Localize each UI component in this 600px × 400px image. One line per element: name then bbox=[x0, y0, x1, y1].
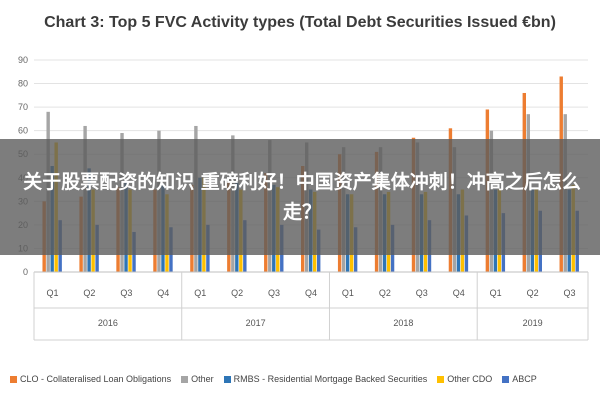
category-label: Q4 bbox=[453, 288, 465, 298]
y-tick-label: 70 bbox=[18, 102, 28, 112]
year-label: 2017 bbox=[246, 318, 266, 328]
legend-item: ABCP bbox=[502, 374, 537, 384]
legend-label: Other CDO bbox=[447, 374, 493, 384]
category-label: Q3 bbox=[416, 288, 428, 298]
category-label: Q3 bbox=[268, 288, 280, 298]
category-label: Q1 bbox=[490, 288, 502, 298]
legend-swatch bbox=[502, 376, 510, 384]
category-label: Q1 bbox=[342, 288, 354, 298]
legend-item: Other CDO bbox=[437, 374, 492, 384]
y-tick-label: 0 bbox=[23, 267, 28, 277]
legend-swatch bbox=[181, 376, 189, 384]
category-label: Q4 bbox=[305, 288, 317, 298]
y-tick-label: 60 bbox=[18, 126, 28, 136]
legend-swatch bbox=[437, 376, 445, 384]
category-label: Q3 bbox=[564, 288, 576, 298]
category-label: Q2 bbox=[379, 288, 391, 298]
category-label: Q2 bbox=[527, 288, 539, 298]
chart-legend: CLO - Collateralised Loan Obligations Oth… bbox=[10, 374, 600, 394]
category-label: Q2 bbox=[83, 288, 95, 298]
y-tick-label: 90 bbox=[18, 55, 28, 65]
legend-label: RMBS - Residential Mortgage Backed Secur… bbox=[233, 374, 428, 384]
legend-item: RMBS - Residential Mortgage Backed Secur… bbox=[223, 374, 428, 384]
category-label: Q1 bbox=[46, 288, 58, 298]
overlay-banner-text: 关于股票配资的知识 重磅利好！中国资产集体冲刺！冲高之后怎么走？ bbox=[23, 171, 581, 223]
chart-title: Chart 3: Top 5 FVC Activity types (Total… bbox=[44, 14, 556, 31]
year-label: 2019 bbox=[523, 318, 543, 328]
category-label: Q3 bbox=[120, 288, 132, 298]
category-label: Q1 bbox=[194, 288, 206, 298]
legend-label: ABCP bbox=[512, 374, 537, 384]
legend-label: CLO - Collateralised Loan Obligations bbox=[20, 374, 172, 384]
overlay-banner bbox=[0, 139, 600, 255]
year-label: 2016 bbox=[98, 318, 118, 328]
legend-label: Other bbox=[191, 374, 214, 384]
legend-item: Other bbox=[181, 374, 214, 384]
category-label: Q2 bbox=[231, 288, 243, 298]
legend-item: CLO - Collateralised Loan Obligations bbox=[10, 374, 171, 384]
category-label: Q4 bbox=[157, 288, 169, 298]
legend-swatch bbox=[223, 376, 231, 384]
y-tick-label: 80 bbox=[18, 79, 28, 89]
legend-swatch bbox=[10, 376, 17, 384]
year-label: 2018 bbox=[393, 318, 413, 328]
